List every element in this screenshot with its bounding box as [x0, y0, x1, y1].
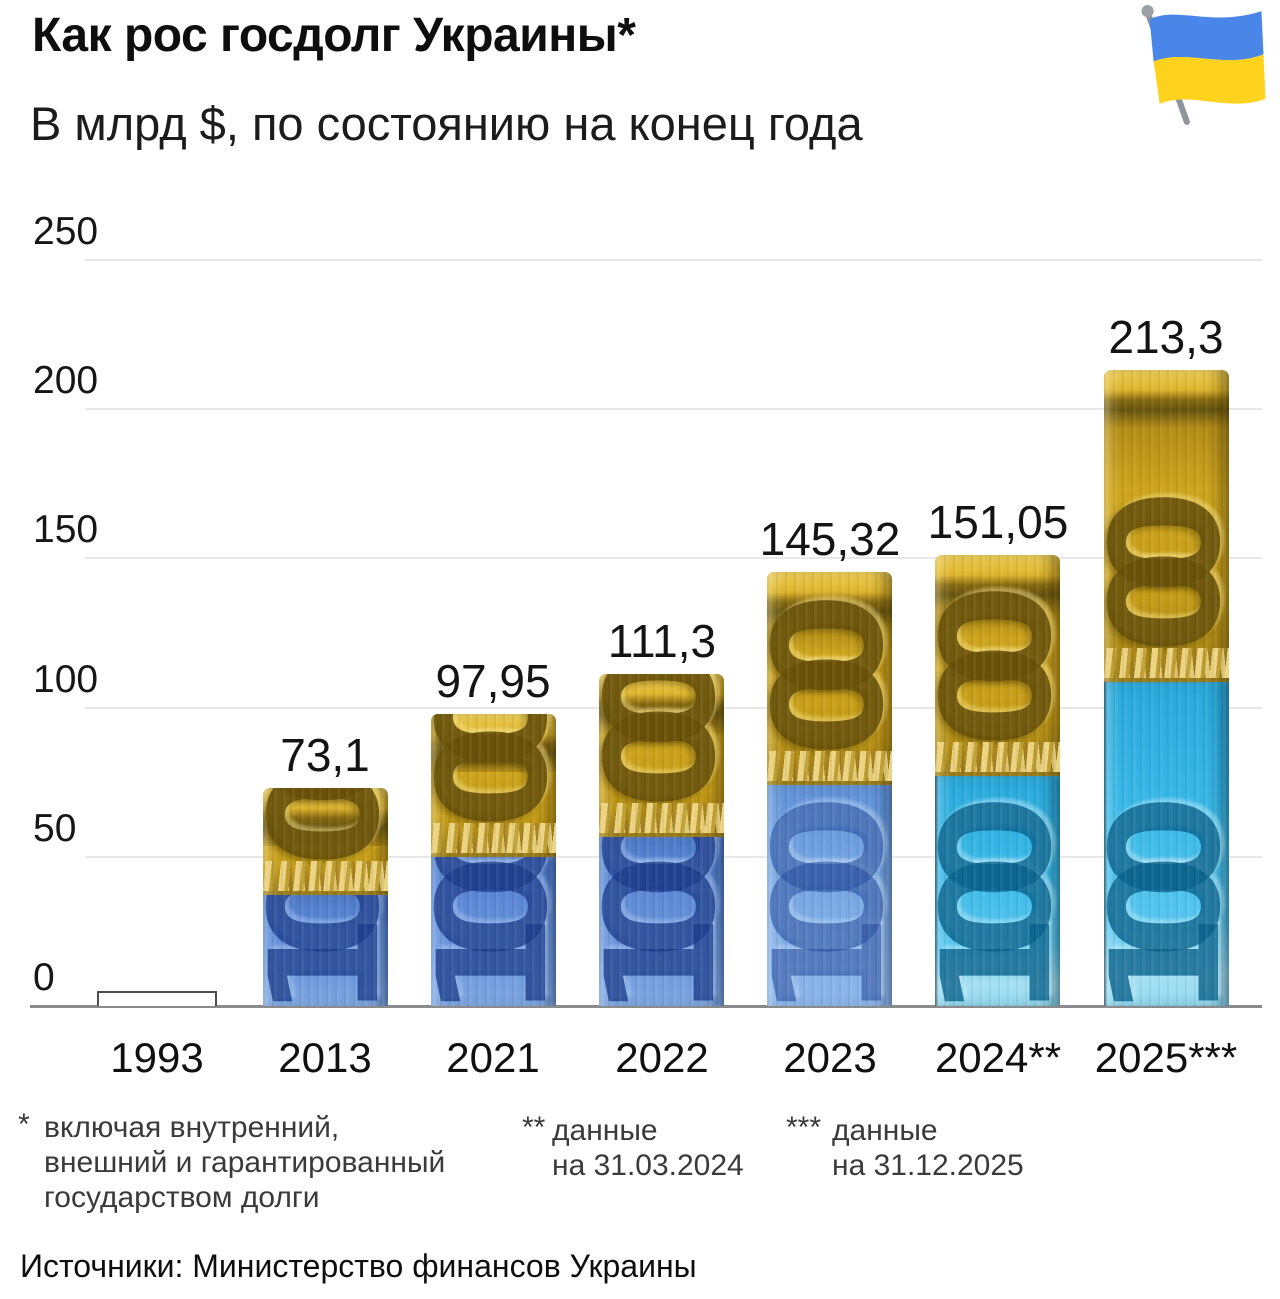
page-title: Как рос госдолг Украины*	[32, 9, 636, 62]
gridline-200	[85, 408, 1262, 410]
footnote-1-line: включая внутренний,	[44, 1111, 340, 1144]
banknote-roll-blue-section: 100	[263, 895, 388, 1006]
footnote-2-marker: **	[522, 1111, 546, 1144]
y-axis-label-50: 50	[33, 807, 77, 850]
x-axis-label-2021: 2021	[446, 1034, 540, 1081]
footnote-1-line: государством долги	[44, 1181, 320, 1214]
page-subtitle: В млрд $, по состоянию на конец года	[30, 97, 863, 150]
footnote-3-line: данные	[832, 1114, 938, 1147]
banknote-roll-blue-section: 100	[1104, 682, 1229, 1006]
bar-value-label-2024: 151,05	[927, 496, 1069, 548]
footnote-3-line: на 31.12.2025	[832, 1149, 1024, 1182]
bar-2013: 00 100	[263, 788, 388, 1006]
bar-value-label-2022: 111,3	[607, 615, 717, 667]
roll-tie-band	[767, 751, 892, 781]
x-axis-label-2013: 2013	[278, 1034, 372, 1081]
bar-1993	[97, 991, 217, 1006]
bar-2021: 00 100	[431, 714, 556, 1006]
banknote-denomination: 100	[263, 895, 388, 1006]
bar-2024: 00 100	[935, 555, 1060, 1006]
bar-value-label-2021: 97,95	[435, 655, 551, 707]
banknote-roll-gold-section: 00	[935, 555, 1060, 776]
banknote-denomination: 100	[935, 839, 1060, 1006]
footnote-1: * включая внутренний, внешний и гарантир…	[18, 1108, 446, 1215]
roll-tie-band	[431, 823, 556, 853]
x-axis-label-1993: 1993	[110, 1034, 204, 1081]
banknote-roll-blue-section: 100	[935, 776, 1060, 1006]
x-axis-label-2023: 2023	[783, 1034, 877, 1081]
bar-value-label-2013: 73,1	[280, 729, 370, 781]
footnote-3: *** данные на 31.12.2025	[786, 1111, 1024, 1183]
bar-2023: 00 100	[767, 572, 892, 1006]
banknote-denomination: 100	[1104, 839, 1229, 1006]
bar-2022: 00 100	[599, 674, 724, 1006]
footnote-1-line: внешний и гарантированный	[44, 1146, 446, 1179]
roll-tie-band	[599, 803, 724, 833]
banknote-roll-gold-section: 00	[1104, 370, 1229, 682]
bar-value-label-2025: 213,3	[1108, 311, 1224, 363]
banknote-denomination: 00	[1104, 535, 1229, 654]
roll-tie-band	[263, 861, 388, 891]
banknote-denomination: 100	[767, 839, 892, 1006]
footnote-1-marker: *	[18, 1108, 30, 1141]
y-axis-label-150: 150	[33, 508, 99, 551]
y-axis-label-200: 200	[33, 359, 99, 402]
y-axis-label-0: 0	[33, 956, 55, 999]
banknote-roll-gold-section: 00	[599, 674, 724, 837]
y-axis-label-100: 100	[33, 658, 99, 701]
flag-yellow-band	[1153, 54, 1266, 104]
roll-tie-band	[935, 742, 1060, 772]
flag-blue-band	[1149, 11, 1264, 62]
source-caption: Источники: Министерство финансов Украины	[20, 1248, 697, 1284]
banknote-roll-gold-section: 00	[767, 572, 892, 785]
flag-pole-knob	[1141, 5, 1154, 18]
banknote-roll-gold-section: 00	[263, 788, 388, 895]
gridline-250	[85, 259, 1262, 261]
ukraine-flag-icon	[1141, 5, 1266, 125]
x-axis-label-2025: 2025***	[1094, 1034, 1238, 1081]
banknote-denomination: 100	[599, 839, 724, 1006]
banknote-roll-gold-section: 00	[431, 714, 556, 857]
roll-tie-band	[1104, 648, 1229, 678]
banknote-roll-blue-section: 100	[599, 837, 724, 1006]
x-axis-line	[30, 1005, 1262, 1008]
banknote-denomination: 100	[431, 857, 556, 1006]
banknote-roll-blue-section: 100	[767, 785, 892, 1006]
x-axis-label-2024: 2024**	[934, 1034, 1062, 1081]
bar-2025: 00 100	[1104, 370, 1229, 1006]
footnote-2: ** данные на 31.03.2024	[522, 1111, 744, 1183]
gridline-150	[85, 557, 1262, 559]
y-axis-label-250: 250	[33, 210, 99, 253]
banknote-roll-blue-section: 100	[431, 857, 556, 1006]
footnote-3-marker: ***	[786, 1111, 822, 1144]
bar-value-label-2023: 145,32	[759, 513, 901, 565]
footnote-2-line: данные	[552, 1114, 658, 1147]
footnote-2-line: на 31.03.2024	[552, 1149, 744, 1182]
x-axis-label-2022: 2022	[615, 1034, 709, 1081]
